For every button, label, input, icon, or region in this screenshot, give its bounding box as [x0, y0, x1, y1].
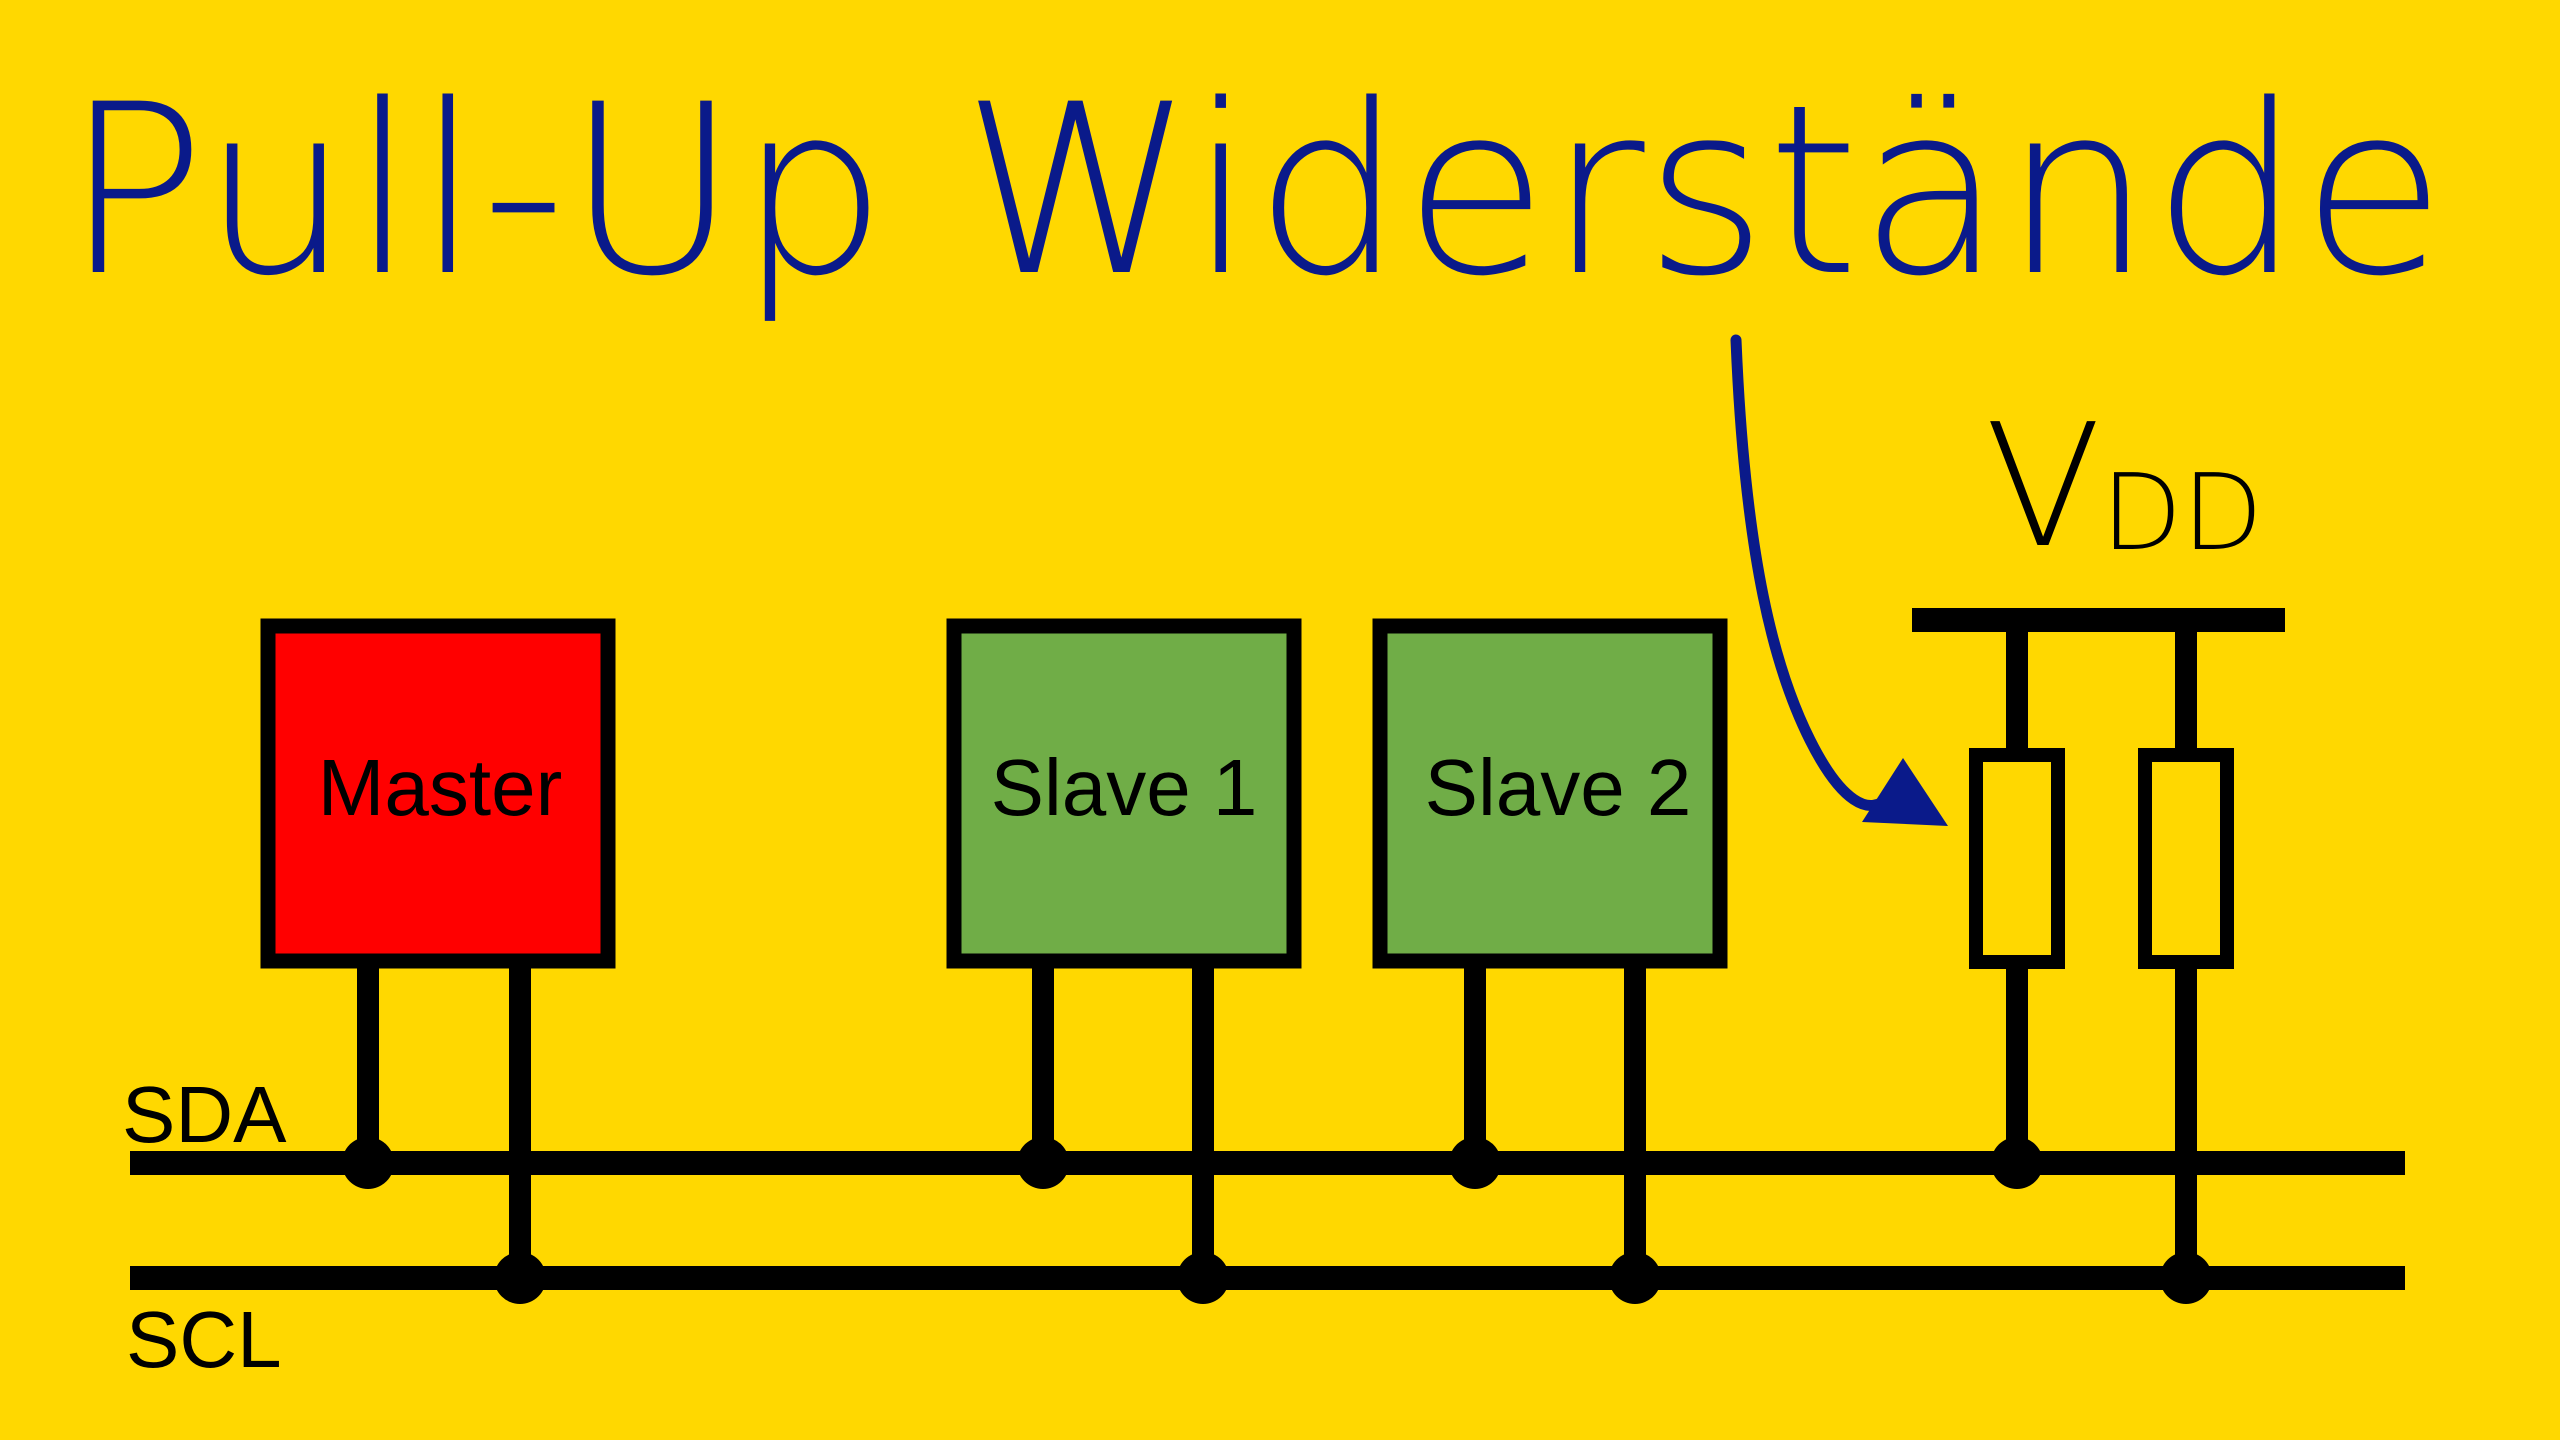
master-box: [260, 618, 616, 969]
sda-label: SDA: [122, 1070, 287, 1159]
junction-dot: [1017, 1137, 1069, 1189]
slave2-box: [1372, 618, 1728, 969]
slave2-label: Slave 2: [1425, 743, 1692, 832]
vdd-label: VDD: [1985, 388, 2263, 586]
resistor-wires: [2006, 620, 2197, 1278]
junction-dot: [342, 1137, 394, 1189]
diagram-title: Pull-Up Widerstände: [64, 55, 2446, 328]
vdd-subscript: DD: [2101, 452, 2263, 574]
pullup-resistor-sda: [1969, 748, 2065, 969]
junction-dot: [1177, 1252, 1229, 1304]
scl-label: SCL: [126, 1295, 282, 1384]
junction-dot: [1991, 1137, 2043, 1189]
junction-dot: [1609, 1252, 1661, 1304]
slave1-label: Slave 1: [991, 743, 1258, 832]
junction-dot: [1449, 1137, 1501, 1189]
annotation-arrow-line: [1730, 334, 1896, 811]
junctions: [342, 1137, 2212, 1304]
device-connections: [357, 968, 1646, 1278]
junction-dot: [2160, 1252, 2212, 1304]
pullup-resistor-scl: [2138, 748, 2234, 969]
annotation-arrow-head: [1862, 758, 1948, 826]
slave1-box: [946, 618, 1302, 969]
junction-dot: [494, 1252, 546, 1304]
master-label: Master: [318, 743, 563, 832]
vdd-symbol: V: [1985, 388, 2101, 586]
